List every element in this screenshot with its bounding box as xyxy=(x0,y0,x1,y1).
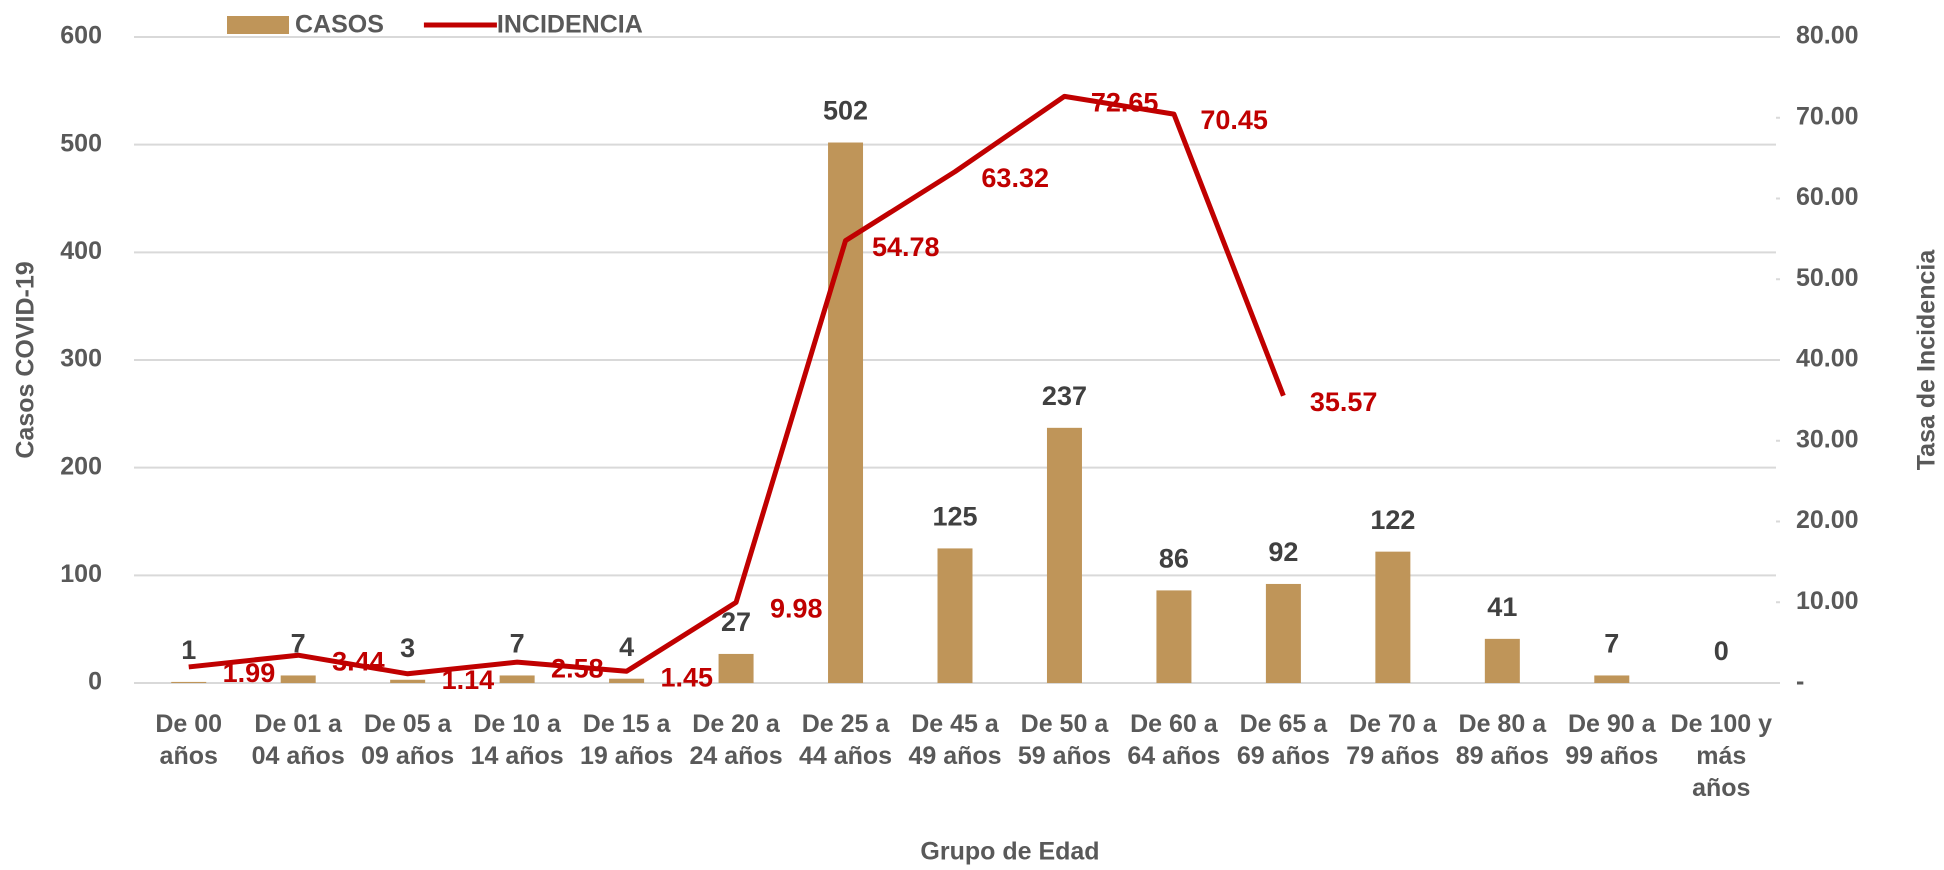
y2-axis-title: Tasa de Incidencia xyxy=(1913,249,1941,471)
bar xyxy=(171,681,207,683)
x-tick-label: De 20 a 24 años xyxy=(689,710,783,770)
bar-value-label: 502 xyxy=(823,96,868,126)
y-tick-label: 400 xyxy=(60,237,102,265)
line-value-label: 35.57 xyxy=(1310,387,1378,417)
bar-value-label: 86 xyxy=(1159,544,1189,574)
bar xyxy=(718,653,754,683)
bar xyxy=(499,675,535,683)
bar-value-label: 1 xyxy=(181,635,196,665)
bar-value-label: 237 xyxy=(1042,381,1087,411)
line-value-label: 1.14 xyxy=(442,665,495,695)
line-value-label: 54.78 xyxy=(872,232,940,262)
x-tick-label: De 60 a 64 años xyxy=(1127,710,1221,770)
x-tick-label: De 15 a 19 años xyxy=(580,710,674,770)
bar xyxy=(1594,675,1630,683)
x-tick-label: De 05 a 09 años xyxy=(361,710,455,770)
y-tick-label: 0 xyxy=(88,668,102,696)
bar xyxy=(1265,583,1301,683)
line-value-label: 9.98 xyxy=(770,594,823,624)
y-tick-label: 500 xyxy=(60,129,102,157)
bar xyxy=(280,675,316,683)
x-tick-label: De 70 a 79 años xyxy=(1346,710,1440,770)
y-axis-title: Casos COVID-19 xyxy=(12,261,40,458)
bar xyxy=(828,142,864,684)
line-value-label: 72.65 xyxy=(1091,87,1159,117)
x-tick-label: De 65 a 69 años xyxy=(1236,710,1330,770)
x-tick-label: De 80 a 89 años xyxy=(1455,710,1549,770)
line-value-label: 1.99 xyxy=(223,658,276,688)
y-tick-label: 200 xyxy=(60,452,102,480)
bar xyxy=(1046,427,1082,683)
bar xyxy=(609,678,645,683)
bar-value-label: 122 xyxy=(1370,505,1415,535)
x-tick-label: De 25 a 44 años xyxy=(798,710,893,770)
x-tick-label: De 50 a 59 años xyxy=(1017,710,1111,770)
legend-swatch xyxy=(227,16,289,34)
line-value-label: 1.45 xyxy=(661,662,714,692)
y2-tick-label: 70.00 xyxy=(1796,102,1859,130)
bar xyxy=(1156,590,1192,683)
bar-value-label: 7 xyxy=(1604,629,1619,659)
bar-value-label: 27 xyxy=(721,607,751,637)
bar-value-label: 3 xyxy=(400,633,415,663)
bar xyxy=(1484,638,1520,683)
bar-value-label: 92 xyxy=(1268,537,1298,567)
bar-value-label: 7 xyxy=(510,629,525,659)
bar-value-label: 41 xyxy=(1487,592,1517,622)
x-tick-label: De 100 y más años xyxy=(1670,710,1772,802)
x-tick-label: De 90 a 99 años xyxy=(1565,710,1659,770)
x-tick-label: De 45 a 49 años xyxy=(908,710,1002,770)
x-axis-title: Grupo de Edad xyxy=(920,838,1099,866)
bar xyxy=(390,679,426,683)
y-tick-label: 300 xyxy=(60,345,102,373)
y-tick-label: 100 xyxy=(60,560,102,588)
bar xyxy=(1375,551,1411,683)
y2-tick-label: - xyxy=(1796,668,1804,696)
legend-label: INCIDENCIA xyxy=(497,11,643,39)
y2-tick-label: 60.00 xyxy=(1796,183,1859,211)
bar-value-label: 0 xyxy=(1714,636,1729,666)
bar xyxy=(937,548,973,683)
y2-tick-label: 20.00 xyxy=(1796,506,1859,534)
y2-tick-label: 50.00 xyxy=(1796,264,1859,292)
bar-value-label: 125 xyxy=(932,502,977,532)
legend-label: CASOS xyxy=(295,11,384,39)
y2-tick-label: 30.00 xyxy=(1796,425,1859,453)
y2-tick-label: 10.00 xyxy=(1796,587,1859,615)
y-tick-label: 600 xyxy=(60,22,102,50)
line xyxy=(188,93,1286,677)
x-tick-label: De 01 a 04 años xyxy=(251,710,345,770)
bar-value-label: 7 xyxy=(291,629,306,659)
line-value-label: 3.44 xyxy=(332,646,385,676)
x-tick-label: De 00 años xyxy=(155,710,223,770)
line-value-label: 70.45 xyxy=(1200,105,1268,135)
x-tick-label: De 10 a 14 años xyxy=(470,710,564,770)
line-value-label: 63.32 xyxy=(981,163,1049,193)
y2-tick-label: 80.00 xyxy=(1796,22,1859,50)
y2-tick-label: 40.00 xyxy=(1796,345,1859,373)
line-value-label: 2.58 xyxy=(551,653,604,683)
bar-value-label: 4 xyxy=(619,632,634,662)
